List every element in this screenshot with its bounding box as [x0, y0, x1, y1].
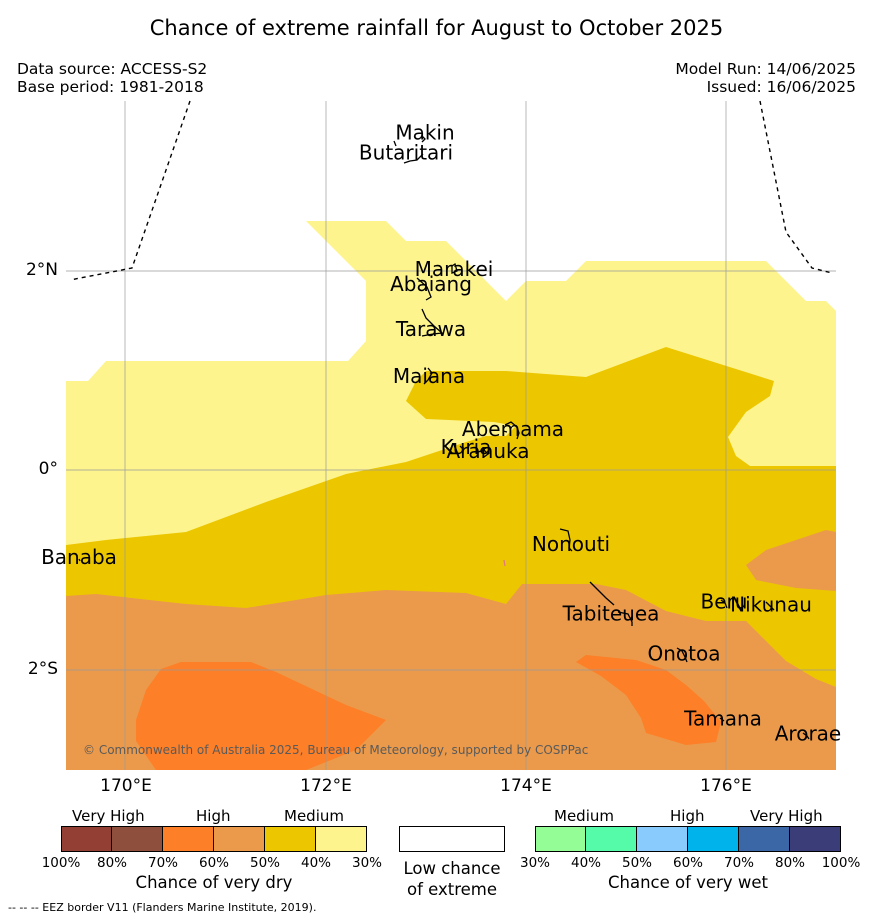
- legend-dry-title: Chance of very dry: [135, 873, 293, 892]
- island-shape-makin: [393, 135, 426, 147]
- island-shape-tabiteuea: [589, 581, 633, 626]
- model-run-text: Model Run: 14/06/2025: [675, 60, 856, 78]
- legend-wet-cat-very-high: Very High: [750, 807, 823, 825]
- island-label-nikunau: Nikunau: [730, 593, 812, 617]
- gridlines: [66, 101, 836, 770]
- legend-dry-swatch-0: [61, 826, 112, 852]
- legend-dry-cat-very-high: Very High: [72, 807, 145, 825]
- legend-wet-swatch-4: [739, 826, 790, 852]
- legend-wet-title: Chance of very wet: [608, 873, 768, 892]
- legend-wet-cat-medium: Medium: [554, 807, 614, 825]
- legend-wet-pct-0: 30%: [519, 855, 550, 871]
- lon-tick-172: 172°E: [300, 776, 352, 796]
- legend-wet-pct-4: 70%: [723, 855, 754, 871]
- island-label-beru: Beru: [701, 590, 748, 614]
- island-shape-nikunau: [765, 601, 775, 611]
- dry-70-east-region: [576, 655, 721, 745]
- legend-wet-swatch-2: [637, 826, 688, 852]
- dry-70-region: [136, 662, 386, 770]
- legend-wet-pct-1: 40%: [570, 855, 601, 871]
- island-shape-marakei: [451, 262, 458, 274]
- island-shape-butaritari: [403, 153, 424, 164]
- lon-tick-170: 170°E: [100, 776, 152, 796]
- legend-wet-pct-5: 80%: [774, 855, 805, 871]
- legend-wet-cat-high: High: [670, 807, 705, 825]
- island-label-maiana: Maiana: [393, 364, 465, 388]
- eez-footnote: -- -- -- EEZ border V11 (Flanders Marine…: [8, 901, 317, 914]
- issued-text: Issued: 16/06/2025: [706, 78, 856, 96]
- island-label-tamana: Tamana: [683, 707, 762, 731]
- island-shape-tamana: [719, 717, 725, 722]
- lat-tick-m2: 2°S: [27, 659, 58, 680]
- copyright-text: © Commonwealth of Australia 2025, Bureau…: [83, 743, 589, 757]
- legend-low-chance-line2: of extreme: [406, 880, 498, 899]
- island-shape-beru: [720, 599, 728, 609]
- legend-dry-pct-3: 60%: [198, 855, 229, 871]
- island-shape-tarawa: [421, 308, 444, 337]
- legend-dry-pct-2: 70%: [147, 855, 178, 871]
- legend-dry-swatch-3: [214, 826, 265, 852]
- legend-wet-swatch-0: [535, 826, 586, 852]
- map-fill-layers: [66, 221, 836, 770]
- island-shape-abaiang: [416, 277, 432, 301]
- island-shape-onotoa: [676, 647, 688, 663]
- legend-dry-pct-5: 40%: [300, 855, 331, 871]
- dry-60-east-region: [746, 530, 836, 591]
- lon-tick-174: 174°E: [500, 776, 552, 796]
- island-shape-abemama: [502, 421, 520, 440]
- island-label-abemama: Abemama: [462, 417, 564, 441]
- island-label-aranuka: Aranuka: [447, 439, 530, 463]
- legend-wet-pct-2: 50%: [621, 855, 652, 871]
- legend-wet-pct-6: 100%: [821, 855, 861, 871]
- island-shape-arorae: [802, 732, 810, 740]
- island-label-nonouti: Nonouti: [532, 532, 610, 556]
- legend-wet-swatch-3: [688, 826, 739, 852]
- eez-border-lines: [69, 100, 833, 281]
- island-shape-banaba: [78, 558, 81, 562]
- island-label-onotoa: Onotoa: [648, 642, 721, 666]
- island-shape-nonouti: [559, 528, 573, 552]
- legend-low-chance-line1: Low chance: [403, 859, 501, 878]
- legend-dry-swatch-5: [316, 826, 367, 852]
- island-label-abaiang: Abaiang: [390, 272, 472, 296]
- eez-border-east: [759, 100, 833, 274]
- island-outlines: [78, 135, 810, 740]
- legend-wet-pct-3: 60%: [672, 855, 703, 871]
- island-shape-aranuka: [477, 449, 489, 458]
- lon-tick-176: 176°E: [700, 776, 752, 796]
- legend-dry-swatch-4: [265, 826, 316, 852]
- island-shape-kuria: [459, 445, 464, 450]
- lat-tick-0: 0°: [38, 459, 58, 480]
- island-label-makin: Makin: [395, 120, 454, 144]
- legend-dry-pct-1: 80%: [96, 855, 127, 871]
- legend-wet-swatch-5: [790, 826, 841, 852]
- legend-dry-pct-4: 50%: [249, 855, 280, 871]
- island-label-butaritari: Butaritari: [359, 140, 453, 164]
- lat-tick-2: 2°N: [25, 259, 58, 280]
- island-shape-nonouti-reef: [503, 559, 506, 567]
- legend-dry-swatch-1: [112, 826, 163, 852]
- island-label-marakei: Marakei: [415, 257, 494, 281]
- island-label-banaba: Banaba: [41, 545, 117, 569]
- eez-border-west: [69, 100, 191, 281]
- legend-dry-cat-medium: Medium: [284, 807, 344, 825]
- island-label-kuria: Kuria: [441, 435, 492, 459]
- island-label-tabiteuea: Tabiteuea: [562, 602, 660, 626]
- map-title: Chance of extreme rainfall for August to…: [149, 16, 724, 40]
- legend-dry-pct-0: 100%: [41, 855, 81, 871]
- legend-wet-swatch-1: [586, 826, 637, 852]
- data-source-text: Data source: ACCESS-S2: [17, 60, 208, 78]
- base-period-text: Base period: 1981-2018: [17, 78, 204, 96]
- island-label-tarawa: Tarawa: [395, 317, 466, 341]
- island-label-arorae: Arorae: [775, 722, 841, 746]
- legend-dry-swatch-2: [163, 826, 214, 852]
- legend-low-chance-swatch: [399, 826, 505, 852]
- legend-dry-pct-6: 30%: [351, 855, 382, 871]
- island-shape-maiana: [423, 367, 433, 385]
- legend-dry-cat-high: High: [196, 807, 231, 825]
